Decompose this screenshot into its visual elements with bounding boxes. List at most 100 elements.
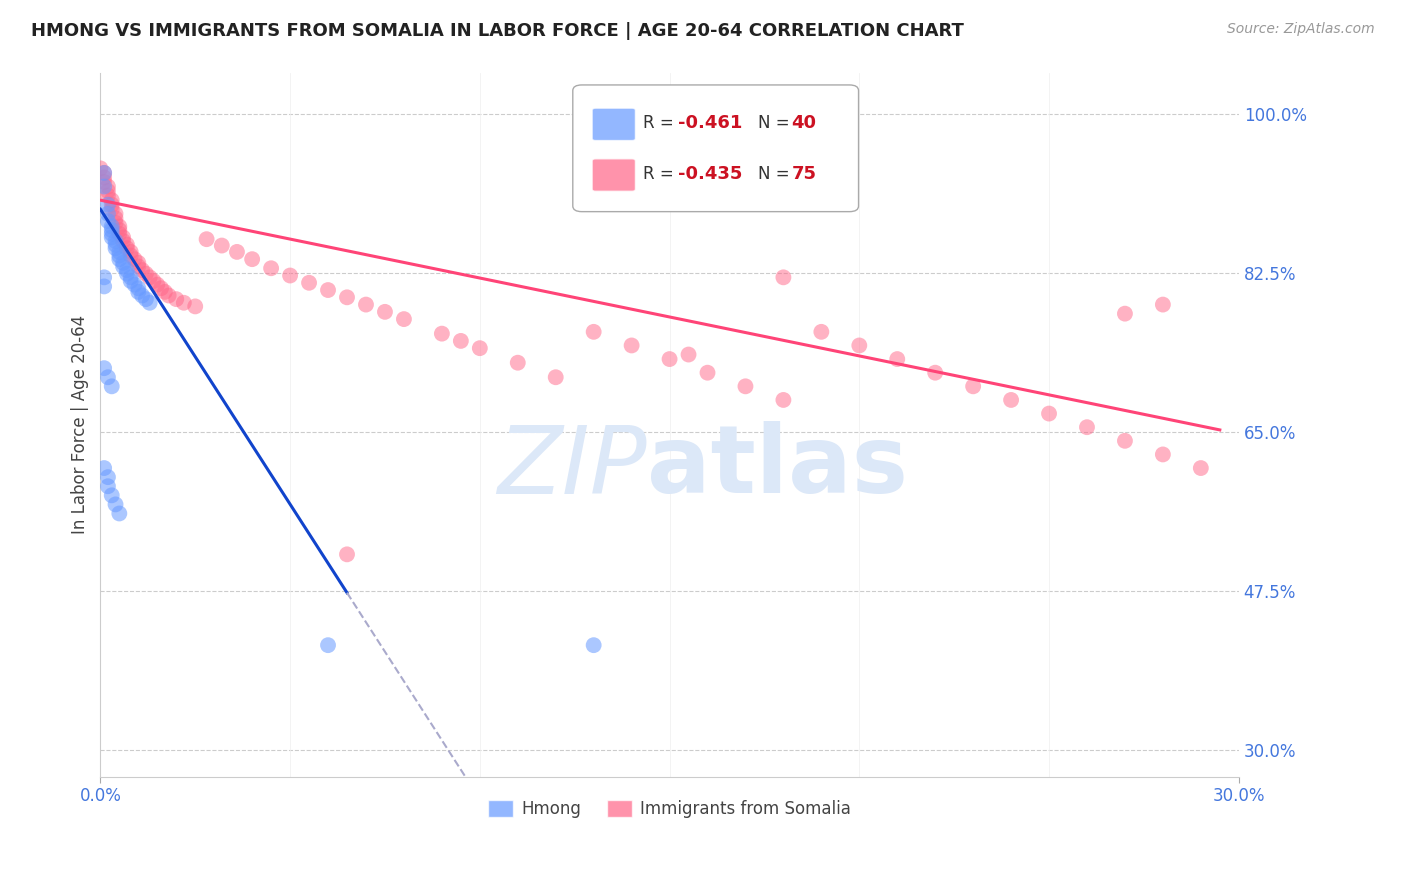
Point [173,295,195,310]
Point [226,244,249,259]
Point [1152,297,1174,311]
Point [115,267,138,281]
Point [100,202,122,217]
Point [658,352,681,367]
Point [150,281,173,295]
Point [195,232,218,246]
Point [131,263,153,277]
Point [848,338,870,352]
Point [354,297,377,311]
Text: atlas: atlas [647,421,908,513]
Point [924,366,946,380]
Point [97,470,120,484]
Point [138,270,160,285]
Point [93,279,115,293]
FancyBboxPatch shape [592,108,636,141]
Point [97,214,120,228]
Point [260,261,283,276]
Point [112,256,135,270]
Text: N =: N = [758,165,796,183]
Point [93,361,115,376]
Point [1000,392,1022,407]
Point [165,292,187,306]
Point [93,166,115,180]
Point [104,241,127,255]
Point [127,256,149,270]
Point [1076,420,1098,434]
Point [127,285,149,299]
Text: 40: 40 [792,114,817,132]
Point [1189,461,1212,475]
Point [1152,447,1174,461]
Point [374,305,396,319]
Point [97,179,120,194]
Point [104,216,127,230]
Point [108,248,131,262]
FancyBboxPatch shape [572,85,859,211]
Point [120,244,142,259]
Point [93,166,115,180]
Point [100,227,122,241]
Point [120,248,142,262]
Point [124,252,146,267]
Point [97,479,120,493]
Point [430,326,453,341]
Point [696,366,718,380]
Point [157,288,180,302]
Point [100,223,122,237]
Point [240,252,263,267]
Legend: Hmong, Immigrants from Somalia: Hmong, Immigrants from Somalia [482,793,858,825]
Point [104,234,127,248]
Point [89,161,111,176]
Point [115,237,138,252]
Text: -0.461: -0.461 [678,114,742,132]
Point [810,325,832,339]
Point [211,238,233,252]
Point [100,193,122,207]
Point [97,370,120,384]
Point [392,312,415,326]
Point [886,352,908,367]
Point [112,260,135,274]
Point [104,497,127,511]
Point [772,270,794,285]
Point [120,274,142,288]
FancyBboxPatch shape [592,159,636,191]
Point [127,281,149,295]
Point [97,207,120,221]
Point [124,277,146,292]
Point [135,267,157,281]
Point [582,638,605,652]
Point [506,356,529,370]
Point [93,179,115,194]
Text: R =: R = [644,165,679,183]
Point [104,211,127,226]
Point [1114,307,1136,321]
Point [108,227,131,241]
Point [544,370,567,384]
Point [100,488,122,502]
Point [336,290,359,304]
Y-axis label: In Labor Force | Age 20-64: In Labor Force | Age 20-64 [72,316,89,534]
Point [100,197,122,211]
Point [135,292,157,306]
Point [336,547,359,561]
Point [772,392,794,407]
Point [112,234,135,248]
Point [153,285,176,299]
Text: 75: 75 [792,165,817,183]
Point [97,184,120,198]
Point [93,170,115,185]
Point [93,461,115,475]
Point [620,338,643,352]
Point [108,223,131,237]
Point [298,276,321,290]
Point [1038,407,1060,421]
Text: ZIP: ZIP [498,422,647,513]
Point [678,347,700,361]
Point [127,260,149,274]
Point [962,379,984,393]
Point [108,252,131,267]
Point [108,244,131,259]
Point [104,207,127,221]
